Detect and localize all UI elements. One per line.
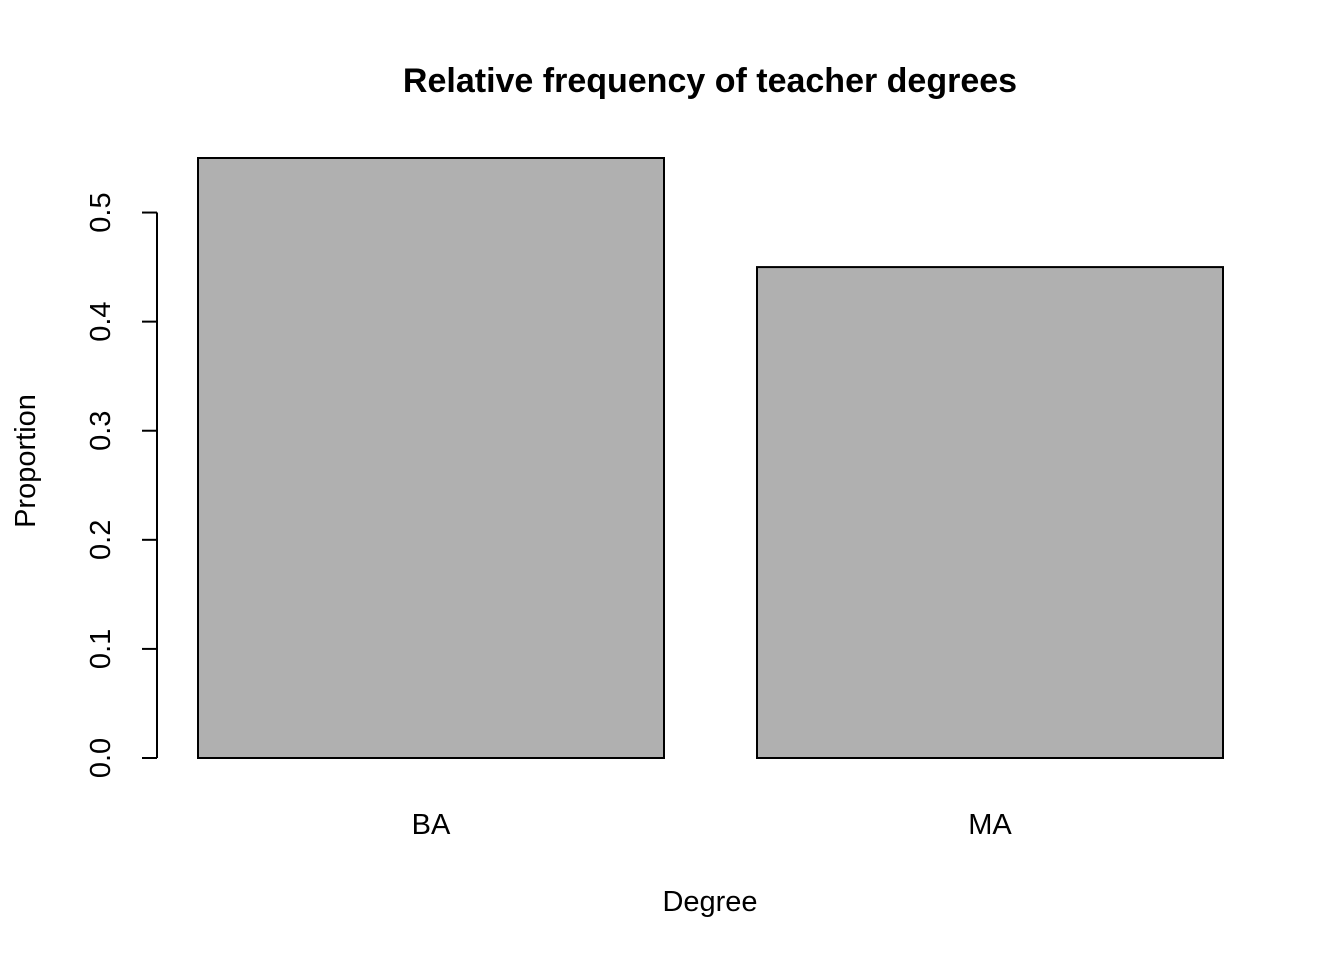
bars-group <box>197 157 1224 759</box>
y-tick-label: 0.3 <box>85 411 117 451</box>
y-tick-label: 0.2 <box>85 520 117 560</box>
y-axis: 0.0 0.1 0.2 0.3 0.4 0.5 <box>85 192 158 778</box>
bar-ma <box>756 266 1224 759</box>
x-axis-label: Degree <box>662 886 757 918</box>
y-tick-label: 0.5 <box>85 192 117 232</box>
x-tick-labels: BA MA <box>412 809 1013 841</box>
x-tick-label-ba: BA <box>412 809 451 841</box>
y-axis-label: Proportion <box>10 394 42 528</box>
bar-ba <box>197 157 665 759</box>
chart-title: Relative frequency of teacher degrees <box>403 62 1017 100</box>
y-tick-label: 0.1 <box>85 629 117 669</box>
y-tick-label: 0.0 <box>85 738 117 778</box>
y-tick-label: 0.4 <box>85 301 117 341</box>
x-tick-label-ma: MA <box>968 809 1012 841</box>
